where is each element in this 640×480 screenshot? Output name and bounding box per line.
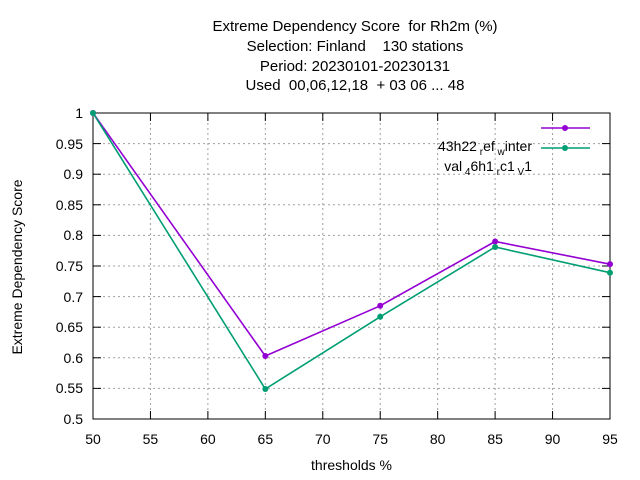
x-tick-label: 90 [544, 431, 561, 447]
x-tick-label: 55 [142, 431, 159, 447]
series-line-1 [92, 112, 611, 357]
data-point [377, 313, 384, 320]
x-tick-label: 65 [257, 431, 274, 447]
y-tick-label: 1 [75, 105, 83, 121]
title-line-1: Extreme Dependency Score for Rh2m (%) [212, 18, 498, 35]
y-tick-label: 0.65 [55, 319, 83, 336]
tick-marks [92, 112, 611, 420]
data-point [607, 269, 613, 276]
title-line-2: Selection: Finland 130 stations [246, 38, 464, 55]
data-point [262, 352, 269, 359]
legend-samples [541, 125, 590, 151]
legend-marker-2 [562, 145, 568, 151]
y-tick-label: 0.7 [63, 288, 83, 305]
legend-entry-2: val 46h1 rc1 V1 [444, 158, 532, 178]
data-point [262, 386, 269, 393]
y-tick-label: 0.75 [55, 258, 83, 274]
legend-entry-1: 43h22 ref winter [438, 138, 532, 158]
title-line-4: Used 00,06,12,18 + 03 06 ... 48 [245, 77, 465, 94]
y-tick-label: 0.85 [55, 196, 83, 213]
x-tick-label: 75 [372, 431, 388, 447]
x-tick-label: 85 [487, 431, 503, 447]
y-tick-label: 0.9 [63, 166, 83, 183]
x-tick-label: 60 [200, 431, 216, 447]
y-tick-label: 0.95 [55, 135, 83, 152]
series-line-2 [92, 112, 611, 391]
y-tick-label: 0.8 [63, 227, 83, 244]
data-point [90, 110, 96, 116]
y-tick-label: 0.55 [55, 380, 83, 397]
x-tick-label: 95 [602, 431, 618, 447]
data-point [492, 244, 499, 251]
title-line-3: Period: 20230101-20230131 [259, 58, 451, 75]
series-group [90, 110, 613, 393]
y-axis-label: Extreme Dependency Score [9, 179, 25, 355]
data-point [492, 238, 499, 245]
x-tick-label: 50 [85, 431, 101, 447]
x-axis-label: thresholds % [311, 457, 392, 473]
grid-lines [93, 113, 610, 419]
legend-marker-1 [562, 125, 568, 131]
y-tick-label: 0.5 [63, 411, 83, 427]
plot-border [92, 112, 611, 420]
data-point [377, 302, 384, 309]
data-point [607, 261, 613, 268]
y-tick-label: 0.6 [63, 349, 83, 366]
x-tick-label: 70 [314, 431, 331, 447]
x-tick-label: 80 [429, 431, 446, 447]
